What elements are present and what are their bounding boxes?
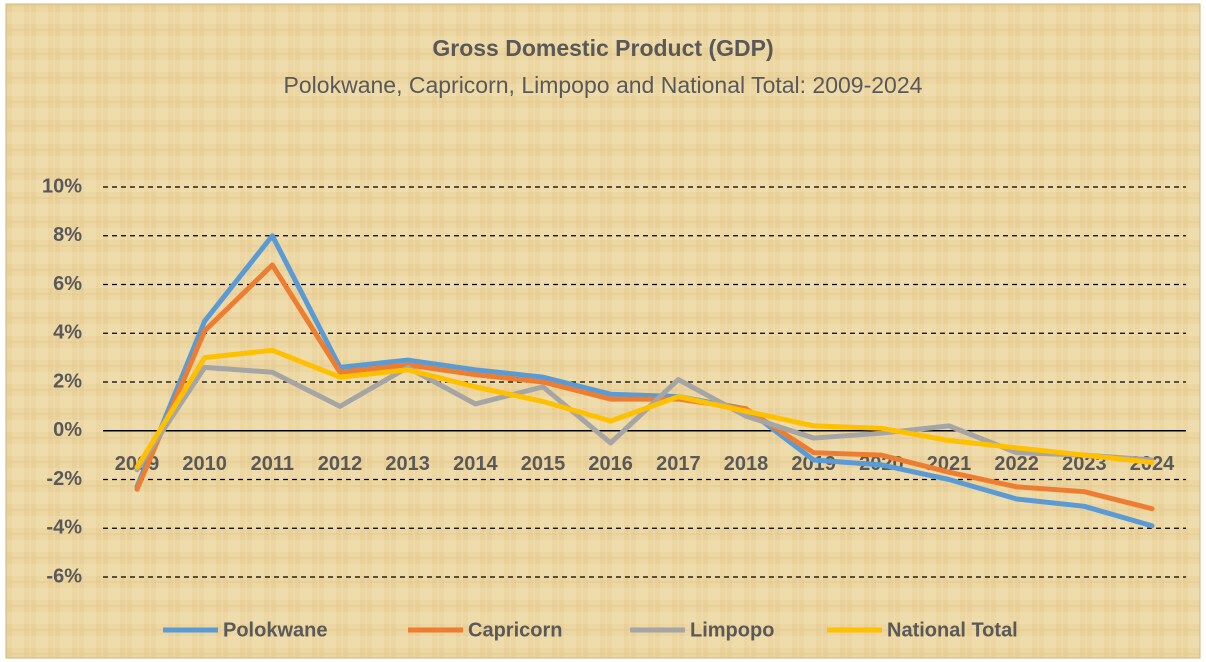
x-tick-label: 2017 [656,453,701,475]
x-tick-label: 2013 [385,453,430,475]
series-line [134,233,1155,529]
chart-title: Gross Domestic Product (GDP) [432,35,773,61]
x-tick-label: 2011 [251,453,294,475]
legend-label: Limpopo [690,619,774,641]
y-tick-label: -6% [46,565,82,587]
x-tick-label: 2016 [588,453,633,475]
chart-subtitle: Polokwane, Capricorn, Limpopo and Nation… [284,72,923,98]
y-tick-label: -4% [46,517,82,539]
x-tick-label: 2015 [521,453,566,475]
x-tick-label: 2019 [791,453,836,475]
series-line [134,347,1155,470]
legend-label: National Total [887,619,1018,641]
x-tick-label: 2022 [994,453,1039,475]
y-tick-label: 2% [53,370,82,392]
x-tick-label: 2018 [724,453,769,475]
y-tick-label: -2% [46,468,82,490]
y-tick-label: 4% [53,322,82,344]
x-tick-label: 2014 [453,453,498,475]
y-tick-label: 10% [42,175,82,197]
legend-label: Capricorn [468,619,562,641]
x-tick-label: 2010 [182,453,227,475]
chart-bg [5,3,1201,659]
y-tick-label: 6% [53,273,82,295]
legend-label: Polokwane [223,619,327,641]
x-tick-label: 2012 [318,453,363,475]
series-line [134,262,1155,512]
y-tick-label: 8% [53,224,82,246]
y-tick-label: 0% [53,419,82,441]
